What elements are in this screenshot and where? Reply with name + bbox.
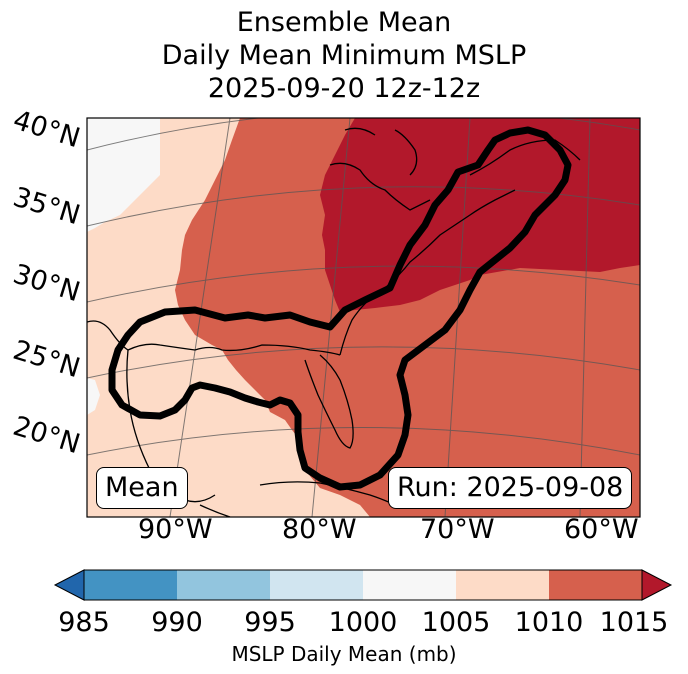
map-field (87, 118, 640, 517)
atlantic-coast (339, 189, 516, 356)
lat-line-35 (87, 186, 640, 227)
colorbar-segment-1010-1015 (549, 570, 642, 600)
central-america (199, 504, 231, 517)
colorbar-tick-1005: 1005 (421, 607, 491, 638)
colorbar-segment-995-1000 (270, 570, 363, 600)
chart-title: Ensemble Mean Daily Mean Minimum MSLP 20… (0, 6, 688, 105)
lon-label-70: 70°W (420, 514, 495, 545)
colorbar-segment-1005-1010 (456, 570, 549, 600)
title-line-2: Daily Mean Minimum MSLP (161, 40, 527, 71)
lon-label-60: 60°W (564, 514, 639, 545)
field-1000-1005-top (87, 118, 160, 232)
colorbar-frame (83, 569, 643, 601)
colorbar-tick-990: 990 (151, 607, 203, 638)
canada-coast (469, 139, 581, 176)
great-lakes (329, 127, 431, 211)
title-line-3: 2025-09-20 12z-12z (207, 73, 481, 104)
colorbar-segment-1000-1005 (363, 570, 456, 600)
lat-line-20 (87, 427, 640, 456)
map-frame (86, 117, 641, 518)
lon-line-90 (169, 118, 231, 517)
coastlines (87, 127, 581, 517)
florida (304, 354, 354, 449)
gulf-coast (87, 320, 341, 356)
colorbar (53, 569, 673, 601)
outline-contour (108, 126, 572, 491)
colorbar-tick-1015: 1015 (599, 607, 669, 638)
lon-line-60 (579, 118, 591, 517)
run-label: Run: 2025-09-08 (388, 467, 633, 509)
field-1000-1005-left (87, 378, 100, 415)
graticule (87, 118, 640, 517)
colorbar-tick-995: 995 (244, 607, 296, 638)
colorbar-extend-low (53, 569, 85, 601)
lon-line-80 (311, 118, 351, 517)
colorbar-segment-985-990 (84, 570, 177, 600)
colorbar-extend-high (641, 569, 673, 601)
colorbar-segment-990-995 (177, 570, 270, 600)
colorbar-label: MSLP Daily Mean (mb) (231, 642, 457, 666)
mean-label: Mean (96, 467, 188, 509)
colorbar-tick-1010: 1010 (514, 607, 584, 638)
colorbar-tick-1000: 1000 (328, 607, 398, 638)
title-line-1: Ensemble Mean (236, 7, 452, 38)
lat-line-25 (87, 346, 640, 379)
colorbar-tick-985: 985 (58, 607, 110, 638)
lon-label-80: 80°W (282, 514, 357, 545)
lon-label-90: 90°W (138, 514, 213, 545)
lat-line-30 (87, 265, 640, 303)
